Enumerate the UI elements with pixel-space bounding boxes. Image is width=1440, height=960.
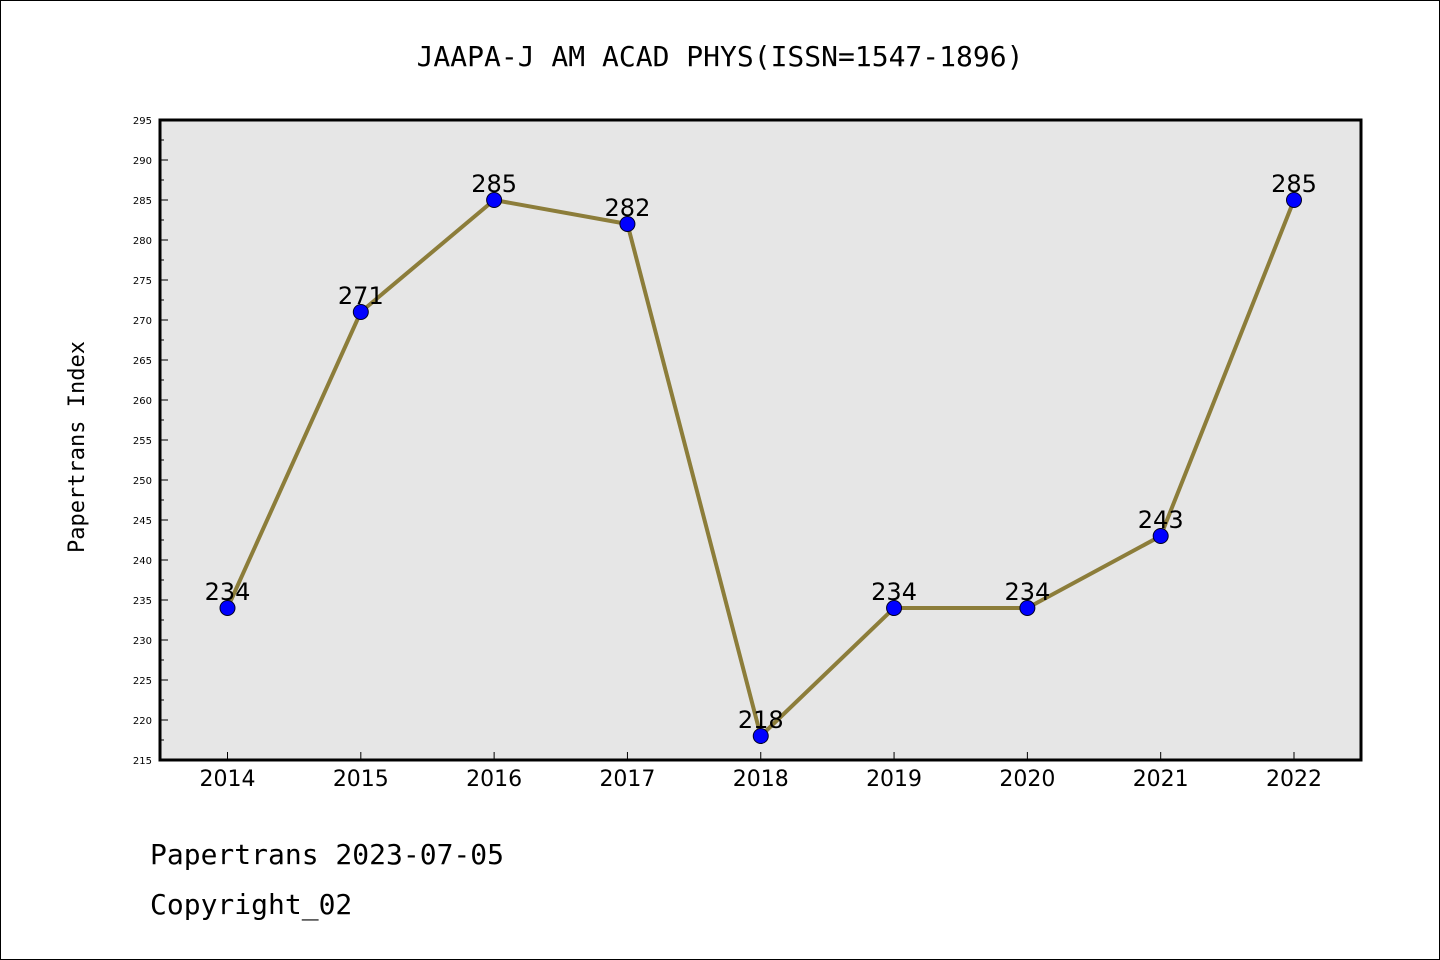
data-label: 271 [338,282,384,310]
x-tick-label: 2020 [999,767,1055,792]
x-tick-label: 2019 [866,767,922,792]
x-tick-label: 2018 [733,767,789,792]
data-label: 234 [871,578,917,606]
footer-date: Papertrans 2023-07-05 [150,838,504,871]
x-tick-label: 2014 [200,767,256,792]
plot-area [158,118,1363,762]
y-tick-label: 280 [133,236,152,247]
chart-title: JAAPA-J AM ACAD PHYS(ISSN=1547-1896) [417,40,1024,73]
x-axis: 2014 2015 2016 2017 2018 2019 2020 2021 2022 [200,752,1322,792]
y-tick-label: 285 [133,196,152,207]
y-tick-label: 230 [133,636,152,647]
footer-copyright: Copyright_02 [150,888,352,922]
y-tick-label: 250 [133,476,152,487]
y-tick-label: 235 [133,596,152,607]
y-tick-label: 240 [133,556,152,567]
data-label: 285 [1271,170,1317,198]
data-point [886,600,903,616]
x-tick-label: 2015 [333,767,389,792]
data-point [1019,600,1036,616]
y-tick-label: 255 [133,436,152,447]
y-tick-label: 215 [133,756,152,767]
y-axis: 215 220 225 230 235 240 245 250 255 260 265 270 275 2… [133,116,168,767]
data-point [486,192,503,208]
y-tick-label: 275 [133,276,152,287]
data-label: 282 [605,194,651,222]
y-tick-label: 260 [133,396,152,407]
y-tick-label: 220 [133,716,152,727]
data-point [352,304,369,320]
x-tick-label: 2017 [599,767,655,792]
series-markers [219,192,1302,744]
x-tick-label: 2021 [1133,767,1189,792]
y-tick-label: 225 [133,676,152,687]
data-point [619,216,636,232]
data-label: 234 [205,578,251,606]
y-tick-label: 290 [133,156,152,167]
y-tick-label: 245 [133,516,152,527]
data-point [219,600,236,616]
y-axis-label: Papertrans Index [65,341,90,553]
y-tick-label: 270 [133,316,152,327]
x-tick-label: 2016 [466,767,522,792]
data-label: 285 [471,170,517,198]
data-point [752,728,769,744]
data-label: 243 [1138,506,1184,534]
data-point [1152,528,1169,544]
data-labels: 234 271 285 282 218 234 234 243 285 [205,170,1317,734]
data-label: 234 [1004,578,1050,606]
y-tick-label: 295 [133,116,152,127]
y-tick-label: 265 [133,356,152,367]
x-tick-label: 2022 [1266,767,1322,792]
data-point [1286,192,1302,208]
data-label: 218 [738,706,784,734]
